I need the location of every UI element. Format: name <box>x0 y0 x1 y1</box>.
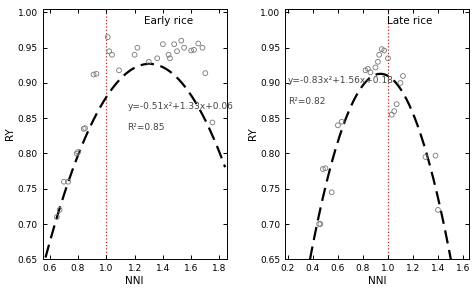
Point <box>364 66 372 71</box>
Point <box>115 68 123 73</box>
Point <box>322 166 329 171</box>
Point <box>391 109 398 114</box>
Point <box>190 47 198 52</box>
Point <box>367 70 374 75</box>
Y-axis label: RY: RY <box>5 128 15 140</box>
Point <box>56 207 64 212</box>
Point <box>388 112 395 117</box>
X-axis label: NNI: NNI <box>368 276 387 286</box>
Text: R²=0.82: R²=0.82 <box>288 97 325 106</box>
Point <box>180 45 188 50</box>
Point <box>145 59 153 64</box>
Point <box>422 155 429 159</box>
Point <box>64 179 72 184</box>
Point <box>131 52 138 57</box>
Point <box>74 150 82 154</box>
Point <box>171 42 178 46</box>
Point <box>372 65 379 70</box>
Text: Late rice: Late rice <box>386 16 432 27</box>
Point <box>159 42 167 46</box>
Point <box>104 35 111 40</box>
Point <box>82 126 89 131</box>
Point <box>381 48 388 53</box>
Point <box>177 38 185 43</box>
X-axis label: NNI: NNI <box>125 276 144 286</box>
Point <box>397 80 404 85</box>
Point <box>73 151 81 156</box>
Point <box>92 72 100 76</box>
Point <box>165 52 173 57</box>
Point <box>134 45 141 50</box>
Point <box>108 52 116 57</box>
Point <box>334 123 342 128</box>
Point <box>60 179 68 184</box>
Point <box>209 120 216 125</box>
Point <box>393 102 401 106</box>
Point <box>338 119 346 124</box>
Point <box>374 59 382 64</box>
Point <box>317 222 324 226</box>
Y-axis label: RY: RY <box>247 128 257 140</box>
Text: y=-0.51x²+1.33x+0.06: y=-0.51x²+1.33x+0.06 <box>128 102 233 111</box>
Point <box>154 56 161 61</box>
Point <box>53 215 61 219</box>
Point <box>362 68 369 73</box>
Point <box>80 126 88 131</box>
Point <box>432 153 439 158</box>
Point <box>375 52 383 57</box>
Point <box>173 49 181 54</box>
Text: y=-0.83x²+1.56x+0.18: y=-0.83x²+1.56x+0.18 <box>288 76 394 85</box>
Point <box>90 72 97 77</box>
Point <box>105 49 113 54</box>
Point <box>166 56 174 61</box>
Point <box>328 190 336 195</box>
Point <box>319 167 327 171</box>
Point <box>434 207 442 212</box>
Point <box>201 71 209 75</box>
Point <box>187 48 195 53</box>
Point <box>399 74 407 78</box>
Point <box>199 45 206 50</box>
Text: R²=0.85: R²=0.85 <box>128 123 165 132</box>
Point <box>384 56 392 61</box>
Text: Early rice: Early rice <box>144 16 193 27</box>
Point <box>194 41 202 46</box>
Point <box>378 47 385 52</box>
Point <box>315 222 323 226</box>
